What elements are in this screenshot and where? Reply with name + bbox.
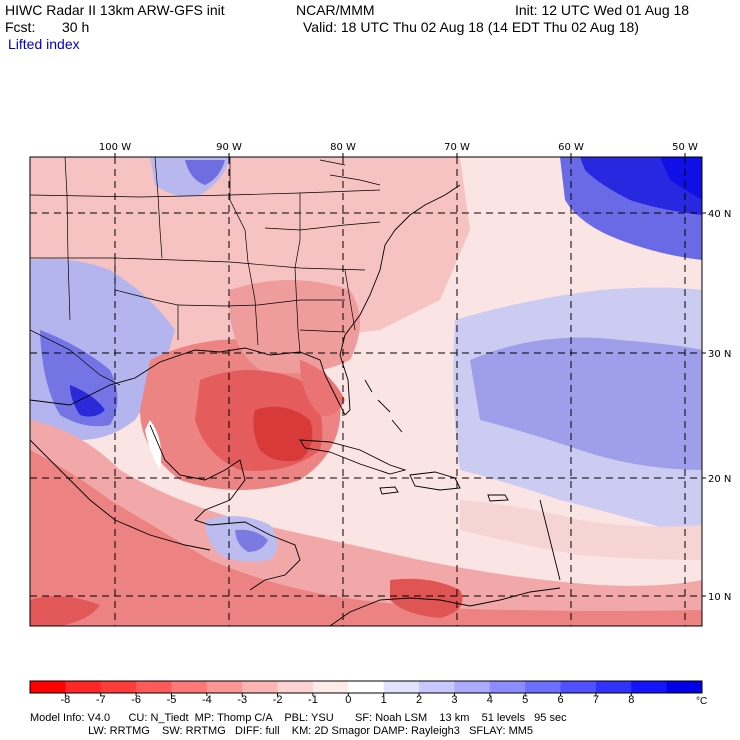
forecast-label: Fcst:	[5, 19, 36, 35]
lon-label-90w: 90 W	[216, 142, 242, 153]
forecast-hour: 30 h	[62, 19, 90, 35]
lat-label-20n: 20 N	[708, 474, 731, 485]
model-info-line1: Model Info: V4.0 CU: N_Tiedt MP: Thomp C…	[30, 712, 567, 724]
coastlines	[30, 184, 561, 626]
colorbar-swatch	[100, 681, 137, 693]
colorbar-swatch	[65, 681, 102, 693]
lon-label-50w: 50 W	[672, 142, 698, 153]
colorbar-label: 2	[415, 694, 423, 706]
colorbar-label: -5	[166, 694, 177, 706]
colorbar-label: -7	[95, 694, 106, 706]
latitude-labels: 40 N 30 N 20 N 10 N	[708, 209, 731, 603]
colorbar-swatch	[631, 681, 668, 693]
colorbar-swatch	[595, 681, 632, 693]
lon-label-80w: 80 W	[330, 142, 356, 153]
colorbar-label: -6	[131, 694, 141, 706]
colorbar	[29, 680, 703, 696]
colorbar-label: 6	[557, 694, 564, 706]
lon-label-60w: 60 W	[558, 142, 584, 153]
colorbar-swatch	[277, 681, 314, 693]
colorbar-swatch	[525, 681, 562, 693]
lat-label-30n: 30 N	[708, 349, 731, 360]
map-field	[30, 157, 702, 626]
lon-label-100w: 100 W	[99, 142, 131, 153]
colorbar-swatch	[206, 681, 243, 693]
colorbar-swatch	[312, 681, 349, 693]
longitude-labels: 100 W 90 W 80 W 70 W 60 W 50 W	[99, 142, 698, 153]
colorbar-swatch	[242, 681, 279, 693]
colorbar-label: 0	[345, 694, 352, 706]
state-borders	[30, 157, 381, 386]
colorbar-label: 7	[592, 694, 599, 706]
colorbar-label: 3	[451, 694, 458, 706]
model-title: HIWC Radar II 13km ARW-GFS init	[5, 2, 225, 18]
lat-label-40n: 40 N	[708, 209, 731, 220]
colorbar-swatch	[30, 681, 66, 693]
colorbar-label: 1	[380, 694, 387, 706]
colorbar-label: -2	[272, 694, 283, 706]
colorbar-label: 4	[486, 694, 493, 706]
valid-time: Valid: 18 UTC Thu 02 Aug 18 (14 EDT Thu …	[303, 19, 639, 35]
colorbar-swatch	[666, 681, 703, 693]
colorbar-label: -8	[60, 694, 71, 706]
colorbar-frame	[29, 680, 703, 694]
field-name: Lifted index	[8, 36, 80, 52]
colorbar-swatch	[560, 681, 597, 693]
colorbar-swatch	[348, 681, 385, 693]
colorbar-swatch	[383, 681, 420, 693]
org-label: NCAR/MMM	[296, 2, 375, 18]
map-frame	[29, 156, 703, 627]
colorbar-swatch	[171, 681, 208, 693]
lon-label-70w: 70 W	[444, 142, 470, 153]
colorbar-label: -1	[308, 694, 318, 706]
colorbar-label: -3	[237, 694, 248, 706]
colorbar-label: -4	[201, 694, 212, 706]
axis-ticks	[114, 153, 706, 597]
graticule	[30, 157, 702, 626]
colorbar-label: 5	[522, 694, 529, 706]
colorbar-unit: °C	[696, 696, 707, 707]
colorbar-swatch	[454, 681, 491, 693]
colorbar-swatch	[419, 681, 455, 693]
colorbar-swatch	[136, 681, 172, 693]
colorbar-swatch	[489, 681, 526, 693]
model-info-line2: LW: RRTMG SW: RRTMG DIFF: full KM: 2D Sm…	[30, 725, 534, 737]
colorbar-label: 8	[628, 694, 635, 706]
init-time: Init: 12 UTC Wed 01 Aug 18	[515, 2, 690, 18]
lat-label-10n: 10 N	[708, 592, 731, 603]
